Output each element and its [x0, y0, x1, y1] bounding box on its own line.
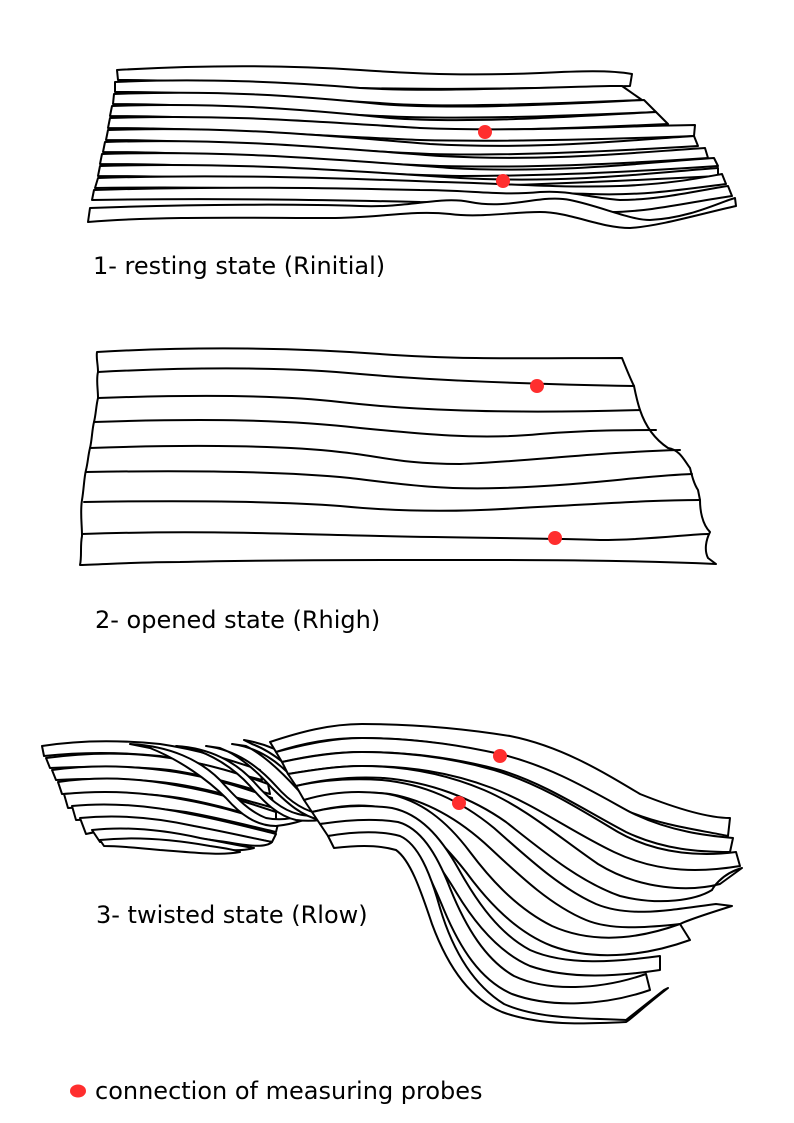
twisted-right-strand: [327, 831, 669, 1025]
resting-state-label: 1- resting state (Rinitial): [93, 252, 386, 280]
twisted-right-strand: [295, 778, 733, 929]
opened-seam: [89, 444, 681, 465]
opened-seam: [85, 470, 693, 490]
legend-probe-dot: [70, 1084, 86, 1098]
probe-dot: [493, 749, 507, 763]
resting-strand: [87, 197, 737, 229]
legend-text: connection of measuring probes: [95, 1077, 483, 1105]
probe-dot: [478, 125, 492, 139]
twisted-state-label: 3- twisted state (Rlow): [96, 901, 368, 929]
twisted-left-fan: [41, 740, 279, 855]
resting-state-drawing: [87, 65, 737, 229]
probe-dot: [496, 174, 510, 188]
opened-state-label: 2- opened state (Rhigh): [95, 606, 381, 634]
probe-dot: [548, 531, 562, 545]
probe-dot: [452, 796, 466, 810]
opened-seam: [93, 419, 657, 438]
opened-seam: [97, 394, 641, 413]
twisted-left-strand: [99, 837, 241, 855]
twisted-right-strand: [281, 751, 741, 871]
opened-seam: [83, 499, 701, 512]
opened-seam: [81, 531, 709, 541]
probe-dot: [530, 379, 544, 393]
twisted-state-drawing: [41, 723, 743, 1025]
twisted-right-strand: [287, 765, 743, 903]
opened-state-drawing: [79, 347, 717, 566]
twisted-right-ribbon: [269, 723, 743, 1025]
